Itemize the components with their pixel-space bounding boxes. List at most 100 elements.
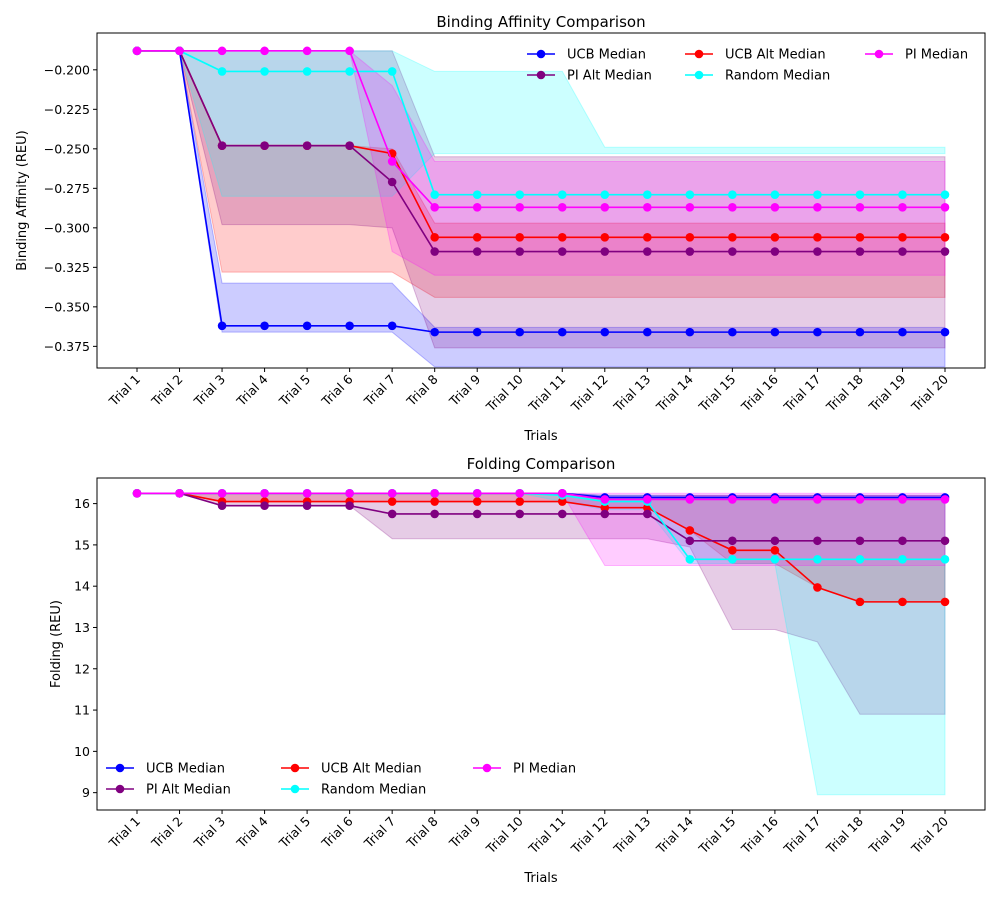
point-random-median	[600, 190, 610, 199]
point-pi-median	[132, 46, 142, 56]
point-ucb-median	[515, 327, 525, 337]
point-ucb-alt-median	[728, 233, 737, 242]
y-tick-label: 10	[74, 744, 90, 759]
y-tick-label: 9	[82, 785, 90, 800]
point-pi-alt-median	[430, 509, 439, 519]
legend-swatch-marker	[536, 70, 546, 80]
point-pi-alt-median	[813, 536, 822, 546]
point-ucb-alt-median	[557, 497, 567, 506]
y-axis-label: Binding Affinity (REU)	[15, 130, 30, 270]
chart-title: Folding Comparison	[467, 455, 616, 473]
point-random-median	[345, 67, 354, 76]
point-ucb-median	[472, 327, 482, 337]
point-pi-median	[940, 202, 950, 212]
y-tick-label: 13	[74, 620, 90, 635]
legend-swatch-marker	[694, 49, 704, 59]
point-pi-alt-median	[260, 141, 269, 150]
axes-frame	[96, 477, 986, 811]
legend-label: PI Median	[905, 48, 968, 63]
point-pi-median	[217, 46, 227, 56]
point-pi-alt-median	[302, 141, 312, 150]
point-ucb-alt-median	[430, 497, 439, 506]
legend-swatch-marker	[290, 763, 300, 773]
point-ucb-alt-median	[600, 503, 610, 513]
point-pi-median	[132, 488, 142, 498]
legend: UCB Median UCB Alt Median PI Median PI Alt …	[527, 48, 968, 84]
point-pi-alt-median	[600, 247, 610, 256]
axes-frame	[96, 32, 986, 369]
chart-title: Binding Affinity Comparison	[436, 13, 645, 31]
line-random-median	[137, 50, 945, 196]
point-random-median	[898, 555, 907, 564]
point-random-median	[728, 190, 737, 199]
point-random-median	[855, 190, 865, 199]
point-ucb-alt-median	[557, 233, 567, 242]
point-random-median	[472, 190, 482, 199]
point-pi-median	[685, 202, 695, 212]
point-pi-median	[940, 495, 950, 504]
point-pi-alt-median	[643, 509, 652, 519]
point-ucb-median	[643, 327, 652, 337]
legend-swatch-marker	[290, 784, 300, 794]
point-pi-median	[345, 46, 354, 56]
y-tick-label: 14	[74, 579, 90, 594]
point-ucb-alt-median	[600, 233, 610, 242]
point-pi-median	[217, 488, 227, 498]
point-pi-alt-median	[557, 509, 567, 519]
line-pi-median	[137, 492, 945, 501]
point-ucb-median	[387, 321, 397, 331]
point-random-median	[260, 67, 269, 76]
point-ucb-alt-median	[770, 545, 780, 555]
point-ucb-alt-median	[813, 583, 822, 592]
point-ucb-median	[770, 327, 780, 337]
point-pi-alt-median	[770, 247, 780, 256]
legend-label: PI Median	[513, 762, 576, 777]
point-random-median	[940, 555, 950, 564]
point-ucb-alt-median	[472, 233, 482, 242]
point-random-median	[557, 190, 567, 199]
point-ucb-median	[855, 327, 865, 337]
point-pi-alt-median	[387, 177, 397, 187]
point-pi-median	[728, 495, 737, 504]
point-ucb-median	[685, 327, 695, 337]
point-pi-median	[770, 202, 780, 212]
point-random-median	[217, 67, 227, 76]
point-pi-median	[472, 488, 482, 498]
point-random-median	[430, 190, 439, 199]
legend: UCB Median UCB Alt Median PI Median PI Alt …	[106, 762, 576, 798]
y-tick-label: 15	[74, 537, 90, 552]
legend-label: PI Alt Median	[567, 69, 652, 84]
point-pi-alt-median	[430, 247, 439, 256]
point-pi-alt-median	[813, 247, 822, 256]
y-tick-label: 12	[74, 661, 90, 676]
point-pi-median	[387, 157, 397, 166]
point-pi-alt-median	[643, 247, 652, 256]
point-pi-median	[855, 495, 865, 504]
point-ucb-median	[940, 327, 950, 337]
point-pi-alt-median	[217, 501, 227, 510]
point-ucb-median	[430, 327, 439, 337]
point-pi-alt-median	[345, 501, 354, 510]
point-pi-alt-median	[770, 536, 780, 546]
y-tick-label: −0.250	[44, 141, 90, 156]
point-random-median	[770, 190, 780, 199]
point-random-median	[387, 67, 397, 76]
point-ucb-median	[260, 321, 269, 331]
point-pi-median	[600, 202, 610, 212]
point-pi-median	[898, 202, 907, 212]
point-pi-median	[175, 46, 184, 56]
point-pi-alt-median	[345, 141, 354, 150]
point-pi-median	[302, 488, 312, 498]
point-ucb-alt-median	[685, 233, 695, 242]
y-tick-label: 16	[74, 496, 90, 511]
band-ucb-alt-median	[137, 50, 946, 298]
point-ucb-alt-median	[898, 233, 907, 242]
point-pi-alt-median	[855, 247, 865, 256]
point-ucb-median	[728, 327, 737, 337]
point-pi-alt-median	[855, 536, 865, 546]
point-random-median	[302, 67, 312, 76]
point-pi-median	[557, 202, 567, 212]
point-pi-alt-median	[515, 509, 525, 519]
line-ucb-median	[137, 50, 945, 333]
point-pi-alt-median	[260, 501, 269, 510]
